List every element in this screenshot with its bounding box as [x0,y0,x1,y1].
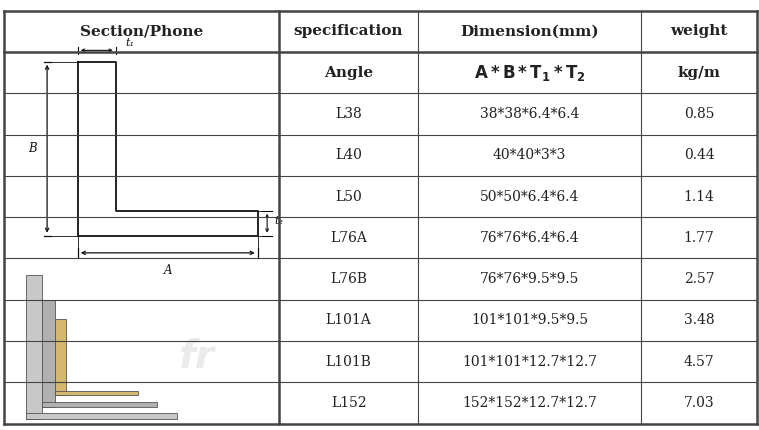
Bar [43,300,55,407]
Bar [43,402,156,407]
Text: 40*40*3*3: 40*40*3*3 [493,148,566,162]
Bar [55,391,138,396]
Text: 1.14: 1.14 [684,190,714,203]
Text: t₁: t₁ [125,38,134,49]
Bar [26,413,177,419]
Text: 7.03: 7.03 [684,396,714,410]
Text: Section/Phone: Section/Phone [80,25,203,38]
Text: 38*38*6.4*6.4: 38*38*6.4*6.4 [480,107,579,121]
Text: fr: fr [178,338,214,376]
Text: Angle: Angle [324,66,373,80]
Text: L101B: L101B [326,355,372,369]
Text: 4.57: 4.57 [684,355,714,369]
Text: 76*76*6.4*6.4: 76*76*6.4*6.4 [480,231,579,245]
Text: L50: L50 [335,190,362,203]
Text: weight: weight [670,25,728,38]
Text: A: A [163,264,172,277]
Text: kg/m: kg/m [678,66,720,80]
Text: 2.57: 2.57 [684,272,714,286]
Text: 0.44: 0.44 [684,148,714,162]
Text: 50*50*6.4*6.4: 50*50*6.4*6.4 [480,190,579,203]
Text: 101*101*9.5*9.5: 101*101*9.5*9.5 [471,313,588,327]
Text: L101A: L101A [326,313,371,327]
Text: L38: L38 [335,107,362,121]
Text: 101*101*12.7*12.7: 101*101*12.7*12.7 [462,355,597,369]
Text: t₂: t₂ [274,216,283,226]
Text: Dimension(mm): Dimension(mm) [460,25,599,38]
Text: 152*152*12.7*12.7: 152*152*12.7*12.7 [462,396,597,410]
Text: specification: specification [294,25,403,38]
Text: L76A: L76A [330,231,367,245]
Text: L76B: L76B [330,272,367,286]
Text: $\mathbf{A * B * T_1 * T_2}$: $\mathbf{A * B * T_1 * T_2}$ [474,63,585,83]
Text: L40: L40 [335,148,362,162]
Text: 1.77: 1.77 [684,231,714,245]
Text: 76*76*9.5*9.5: 76*76*9.5*9.5 [480,272,579,286]
Bar [55,319,66,396]
Text: 3.48: 3.48 [684,313,714,327]
Text: B: B [29,142,37,155]
Text: L152: L152 [331,396,367,410]
Text: 0.85: 0.85 [684,107,714,121]
Bar [26,275,43,419]
